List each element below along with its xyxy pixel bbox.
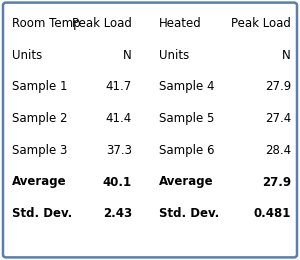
Text: 28.4: 28.4 [265, 144, 291, 157]
Text: Std. Dev.: Std. Dev. [12, 207, 72, 220]
Text: Units: Units [159, 49, 189, 62]
Text: 27.9: 27.9 [265, 80, 291, 93]
Text: Heated: Heated [159, 17, 202, 30]
Text: Peak Load: Peak Load [231, 17, 291, 30]
Text: Sample 5: Sample 5 [159, 112, 214, 125]
Text: 2.43: 2.43 [103, 207, 132, 220]
Text: N: N [123, 49, 132, 62]
Text: 27.9: 27.9 [262, 176, 291, 188]
Text: Sample 1: Sample 1 [12, 80, 68, 93]
Text: 0.481: 0.481 [254, 207, 291, 220]
Text: Average: Average [159, 176, 214, 188]
Text: Units: Units [12, 49, 42, 62]
Text: Sample 3: Sample 3 [12, 144, 68, 157]
Text: 27.4: 27.4 [265, 112, 291, 125]
Text: 41.7: 41.7 [106, 80, 132, 93]
Text: 37.3: 37.3 [106, 144, 132, 157]
Text: Peak Load: Peak Load [72, 17, 132, 30]
Text: N: N [282, 49, 291, 62]
Text: 41.4: 41.4 [106, 112, 132, 125]
FancyBboxPatch shape [3, 3, 297, 257]
Text: Sample 2: Sample 2 [12, 112, 68, 125]
Text: Average: Average [12, 176, 67, 188]
Text: Room Temp: Room Temp [12, 17, 81, 30]
Text: Sample 4: Sample 4 [159, 80, 214, 93]
Text: Sample 6: Sample 6 [159, 144, 214, 157]
Text: Std. Dev.: Std. Dev. [159, 207, 219, 220]
Text: 40.1: 40.1 [103, 176, 132, 188]
